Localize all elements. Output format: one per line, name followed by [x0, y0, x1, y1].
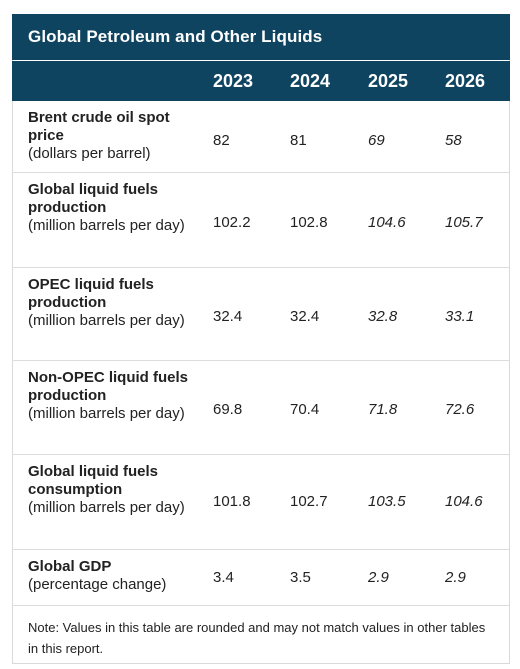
cell-2023: 69.8: [213, 401, 243, 418]
row-label: Non-OPEC liquid fuels production (millio…: [28, 369, 193, 423]
cell-2025-forecast: 2.9: [368, 569, 389, 586]
row-unit: (dollars per barrel): [28, 145, 151, 162]
table-row-non-opec-production: Non-OPEC liquid fuels production (millio…: [12, 361, 510, 455]
cell-2024: 102.7: [290, 493, 328, 510]
cell-2024: 102.8: [290, 214, 328, 231]
table-frame: [12, 14, 510, 664]
row-unit: (million barrels per day): [28, 405, 185, 422]
table-title: Global Petroleum and Other Liquids: [12, 14, 510, 60]
cell-2024: 3.5: [290, 569, 311, 586]
row-unit: (million barrels per day): [28, 312, 185, 329]
cell-2025-forecast: 71.8: [368, 401, 398, 418]
year-header-2023: 2023: [213, 71, 254, 91]
row-unit: (million barrels per day): [28, 499, 185, 516]
year-header-2025: 2025: [368, 71, 409, 91]
row-unit: (million barrels per day): [28, 217, 185, 234]
table-row-global-production: Global liquid fuels production (million …: [12, 173, 510, 268]
cell-2024: 81: [290, 132, 307, 149]
table-row-opec-production: OPEC liquid fuels production (million ba…: [12, 268, 510, 361]
row-label: Global GDP (percentage change): [28, 558, 193, 594]
row-title: Global liquid fuels production: [28, 181, 159, 216]
table-note: Note: Values in this table are rounded a…: [28, 620, 486, 656]
cell-2025-forecast: 32.8: [368, 308, 398, 325]
row-title: Global liquid fuels consumption: [28, 463, 159, 498]
row-label: Global liquid fuels consumption (million…: [28, 463, 193, 517]
cell-2026-forecast: 104.6: [445, 493, 483, 510]
cell-2023: 32.4: [213, 308, 243, 325]
row-title: Global GDP: [28, 558, 112, 575]
year-header-row: 2023 2024 2025 2026: [12, 61, 510, 101]
row-label: Global liquid fuels production (million …: [28, 181, 193, 235]
cell-2025-forecast: 103.5: [368, 493, 406, 510]
row-label: OPEC liquid fuels production (million ba…: [28, 276, 193, 330]
cell-2023: 102.2: [213, 214, 251, 231]
cell-2026-forecast: 105.7: [445, 214, 483, 231]
cell-2023: 3.4: [213, 569, 234, 586]
table-row-global-gdp: Global GDP (percentage change) 3.4 3.5 2…: [12, 550, 510, 606]
table-row-brent: Brent crude oil spot price (dollars per …: [12, 101, 510, 173]
cell-2026-forecast: 2.9: [445, 569, 466, 586]
year-header-2024: 2024: [290, 71, 331, 91]
row-title: Non-OPEC liquid fuels production: [28, 369, 188, 404]
cell-2026-forecast: 58: [445, 132, 462, 149]
cell-2023: 82: [213, 132, 230, 149]
cell-2024: 70.4: [290, 401, 320, 418]
cell-2025-forecast: 104.6: [368, 214, 406, 231]
row-unit: (percentage change): [28, 576, 167, 593]
cell-2023: 101.8: [213, 493, 251, 510]
cell-2026-forecast: 72.6: [445, 401, 475, 418]
year-header-2026: 2026: [445, 71, 486, 91]
row-title: Brent crude oil spot price: [28, 109, 170, 144]
row-label: Brent crude oil spot price (dollars per …: [28, 109, 193, 163]
cell-2026-forecast: 33.1: [445, 308, 475, 325]
table-row-global-consumption: Global liquid fuels consumption (million…: [12, 455, 510, 550]
cell-2024: 32.4: [290, 308, 320, 325]
row-title: OPEC liquid fuels production: [28, 276, 154, 311]
cell-2025-forecast: 69: [368, 132, 385, 149]
